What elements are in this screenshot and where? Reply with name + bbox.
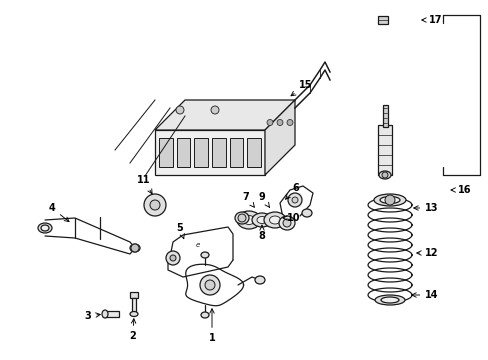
Text: 6: 6 — [285, 183, 299, 199]
Bar — [212, 138, 225, 167]
Ellipse shape — [243, 216, 254, 225]
Circle shape — [170, 255, 176, 261]
Ellipse shape — [130, 244, 140, 252]
Ellipse shape — [201, 312, 208, 318]
Circle shape — [131, 244, 139, 252]
Bar — [159, 138, 172, 167]
Bar — [155, 130, 264, 175]
Circle shape — [266, 120, 272, 126]
Bar — [194, 138, 207, 167]
Ellipse shape — [373, 194, 405, 206]
Ellipse shape — [302, 209, 311, 217]
Circle shape — [210, 106, 219, 114]
Ellipse shape — [41, 225, 49, 231]
Ellipse shape — [102, 310, 108, 318]
Text: 15: 15 — [290, 80, 312, 96]
Bar — [105, 311, 119, 317]
Ellipse shape — [201, 252, 208, 258]
Text: 7: 7 — [242, 192, 254, 207]
Circle shape — [291, 197, 297, 203]
Text: 8: 8 — [258, 225, 265, 241]
Polygon shape — [155, 100, 294, 130]
Ellipse shape — [237, 211, 261, 229]
Polygon shape — [264, 100, 294, 175]
Bar — [377, 125, 391, 175]
Bar — [247, 138, 261, 167]
Text: 11: 11 — [137, 175, 152, 194]
Circle shape — [238, 214, 245, 222]
Text: 5: 5 — [176, 223, 184, 239]
Text: 2: 2 — [129, 319, 136, 341]
Circle shape — [204, 280, 215, 290]
Text: 10: 10 — [283, 213, 300, 223]
Text: 17: 17 — [421, 15, 442, 25]
Ellipse shape — [264, 212, 285, 228]
Circle shape — [150, 200, 160, 210]
Circle shape — [276, 120, 283, 126]
Ellipse shape — [38, 223, 52, 233]
Bar — [377, 16, 387, 24]
Ellipse shape — [257, 216, 266, 224]
Text: 4: 4 — [48, 203, 69, 222]
Circle shape — [176, 106, 183, 114]
Circle shape — [200, 275, 220, 295]
Text: e: e — [196, 242, 200, 248]
Circle shape — [143, 194, 165, 216]
Text: 3: 3 — [84, 311, 100, 321]
Bar — [382, 105, 387, 127]
Circle shape — [286, 120, 292, 126]
Ellipse shape — [378, 171, 390, 179]
Text: 1: 1 — [208, 309, 215, 343]
Bar — [130, 292, 138, 298]
Ellipse shape — [374, 295, 404, 305]
Ellipse shape — [380, 297, 398, 303]
Ellipse shape — [130, 311, 138, 316]
Circle shape — [384, 195, 394, 205]
Ellipse shape — [279, 216, 294, 230]
Bar — [229, 138, 243, 167]
Text: 13: 13 — [413, 203, 438, 213]
Circle shape — [287, 193, 302, 207]
Circle shape — [165, 251, 180, 265]
Bar — [132, 298, 136, 312]
Bar — [176, 138, 190, 167]
Ellipse shape — [379, 197, 399, 203]
Text: 14: 14 — [411, 290, 438, 300]
Ellipse shape — [254, 276, 264, 284]
Text: 16: 16 — [450, 185, 471, 195]
Ellipse shape — [251, 213, 271, 227]
Circle shape — [381, 172, 387, 178]
Ellipse shape — [269, 216, 280, 224]
Circle shape — [283, 219, 290, 227]
Text: 12: 12 — [416, 248, 438, 258]
Text: 9: 9 — [258, 192, 269, 207]
Ellipse shape — [235, 212, 248, 224]
